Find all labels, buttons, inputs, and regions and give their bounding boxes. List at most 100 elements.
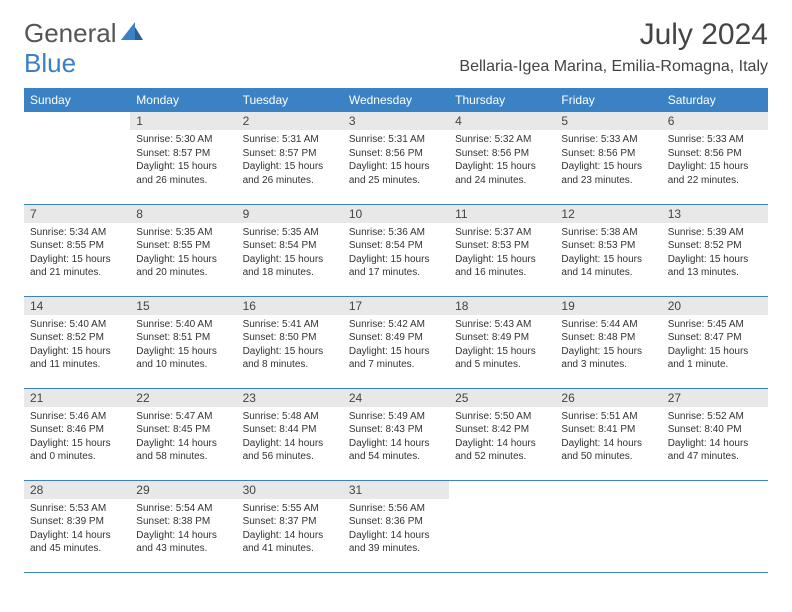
day-content: Sunrise: 5:35 AMSunset: 8:55 PMDaylight:… [130, 223, 236, 283]
sunset-text: Sunset: 8:37 PM [243, 515, 337, 529]
sunset-text: Sunset: 8:46 PM [30, 423, 124, 437]
day-number: 3 [343, 112, 449, 130]
calendar-day-cell: 14Sunrise: 5:40 AMSunset: 8:52 PMDayligh… [24, 296, 130, 388]
day-number: 26 [555, 389, 661, 407]
calendar-day-cell: 2Sunrise: 5:31 AMSunset: 8:57 PMDaylight… [237, 112, 343, 204]
day-number: 16 [237, 297, 343, 315]
day-of-week-header: Wednesday [343, 88, 449, 112]
sunrise-text: Sunrise: 5:33 AM [668, 133, 762, 147]
day-content: Sunrise: 5:38 AMSunset: 8:53 PMDaylight:… [555, 223, 661, 283]
daylight-text: Daylight: 14 hours and 52 minutes. [455, 437, 549, 464]
calendar-table: SundayMondayTuesdayWednesdayThursdayFrid… [24, 88, 768, 573]
sunrise-text: Sunrise: 5:40 AM [30, 318, 124, 332]
daylight-text: Daylight: 14 hours and 56 minutes. [243, 437, 337, 464]
daylight-text: Daylight: 15 hours and 20 minutes. [136, 253, 230, 280]
daylight-text: Daylight: 15 hours and 23 minutes. [561, 160, 655, 187]
day-number: 4 [449, 112, 555, 130]
calendar-day-cell: 23Sunrise: 5:48 AMSunset: 8:44 PMDayligh… [237, 388, 343, 480]
calendar-day-cell: 13Sunrise: 5:39 AMSunset: 8:52 PMDayligh… [662, 204, 768, 296]
calendar-day-cell: 21Sunrise: 5:46 AMSunset: 8:46 PMDayligh… [24, 388, 130, 480]
calendar-day-cell: 8Sunrise: 5:35 AMSunset: 8:55 PMDaylight… [130, 204, 236, 296]
daylight-text: Daylight: 14 hours and 47 minutes. [668, 437, 762, 464]
sunset-text: Sunset: 8:56 PM [668, 147, 762, 161]
day-of-week-header: Monday [130, 88, 236, 112]
sunrise-text: Sunrise: 5:40 AM [136, 318, 230, 332]
daylight-text: Daylight: 15 hours and 26 minutes. [136, 160, 230, 187]
calendar-day-cell [449, 480, 555, 572]
day-content: Sunrise: 5:55 AMSunset: 8:37 PMDaylight:… [237, 499, 343, 559]
day-number: 27 [662, 389, 768, 407]
calendar-day-cell: 9Sunrise: 5:35 AMSunset: 8:54 PMDaylight… [237, 204, 343, 296]
day-number: 18 [449, 297, 555, 315]
calendar-day-cell: 28Sunrise: 5:53 AMSunset: 8:39 PMDayligh… [24, 480, 130, 572]
daylight-text: Daylight: 14 hours and 39 minutes. [349, 529, 443, 556]
day-content: Sunrise: 5:31 AMSunset: 8:56 PMDaylight:… [343, 130, 449, 190]
day-number: 25 [449, 389, 555, 407]
sunrise-text: Sunrise: 5:44 AM [561, 318, 655, 332]
sunrise-text: Sunrise: 5:42 AM [349, 318, 443, 332]
calendar-week-row: 28Sunrise: 5:53 AMSunset: 8:39 PMDayligh… [24, 480, 768, 572]
day-content: Sunrise: 5:47 AMSunset: 8:45 PMDaylight:… [130, 407, 236, 467]
sunset-text: Sunset: 8:52 PM [30, 331, 124, 345]
sunset-text: Sunset: 8:56 PM [561, 147, 655, 161]
day-content: Sunrise: 5:49 AMSunset: 8:43 PMDaylight:… [343, 407, 449, 467]
day-number: 20 [662, 297, 768, 315]
daylight-text: Daylight: 14 hours and 58 minutes. [136, 437, 230, 464]
day-number: 15 [130, 297, 236, 315]
day-content: Sunrise: 5:33 AMSunset: 8:56 PMDaylight:… [662, 130, 768, 190]
location: Bellaria-Igea Marina, Emilia-Romagna, It… [459, 58, 768, 76]
sunrise-text: Sunrise: 5:47 AM [136, 410, 230, 424]
sunrise-text: Sunrise: 5:51 AM [561, 410, 655, 424]
daylight-text: Daylight: 14 hours and 45 minutes. [30, 529, 124, 556]
sunset-text: Sunset: 8:50 PM [243, 331, 337, 345]
daylight-text: Daylight: 15 hours and 3 minutes. [561, 345, 655, 372]
day-content: Sunrise: 5:32 AMSunset: 8:56 PMDaylight:… [449, 130, 555, 190]
day-content: Sunrise: 5:40 AMSunset: 8:52 PMDaylight:… [24, 315, 130, 375]
sunrise-text: Sunrise: 5:31 AM [243, 133, 337, 147]
sunset-text: Sunset: 8:48 PM [561, 331, 655, 345]
daylight-text: Daylight: 15 hours and 0 minutes. [30, 437, 124, 464]
sunrise-text: Sunrise: 5:33 AM [561, 133, 655, 147]
sunrise-text: Sunrise: 5:30 AM [136, 133, 230, 147]
day-of-week-header: Sunday [24, 88, 130, 112]
calendar-day-cell: 12Sunrise: 5:38 AMSunset: 8:53 PMDayligh… [555, 204, 661, 296]
sunset-text: Sunset: 8:40 PM [668, 423, 762, 437]
day-content: Sunrise: 5:35 AMSunset: 8:54 PMDaylight:… [237, 223, 343, 283]
day-content: Sunrise: 5:53 AMSunset: 8:39 PMDaylight:… [24, 499, 130, 559]
day-number: 24 [343, 389, 449, 407]
daylight-text: Daylight: 14 hours and 43 minutes. [136, 529, 230, 556]
sunset-text: Sunset: 8:57 PM [243, 147, 337, 161]
calendar-day-cell: 15Sunrise: 5:40 AMSunset: 8:51 PMDayligh… [130, 296, 236, 388]
daylight-text: Daylight: 15 hours and 10 minutes. [136, 345, 230, 372]
sunset-text: Sunset: 8:49 PM [455, 331, 549, 345]
sunrise-text: Sunrise: 5:56 AM [349, 502, 443, 516]
daylight-text: Daylight: 14 hours and 50 minutes. [561, 437, 655, 464]
sunset-text: Sunset: 8:47 PM [668, 331, 762, 345]
sunrise-text: Sunrise: 5:55 AM [243, 502, 337, 516]
sunset-text: Sunset: 8:43 PM [349, 423, 443, 437]
calendar-week-row: 21Sunrise: 5:46 AMSunset: 8:46 PMDayligh… [24, 388, 768, 480]
day-of-week-header: Thursday [449, 88, 555, 112]
sunset-text: Sunset: 8:42 PM [455, 423, 549, 437]
sunrise-text: Sunrise: 5:37 AM [455, 226, 549, 240]
day-number: 12 [555, 205, 661, 223]
day-number: 29 [130, 481, 236, 499]
daylight-text: Daylight: 15 hours and 5 minutes. [455, 345, 549, 372]
sunrise-text: Sunrise: 5:34 AM [30, 226, 124, 240]
calendar-day-cell: 19Sunrise: 5:44 AMSunset: 8:48 PMDayligh… [555, 296, 661, 388]
daylight-text: Daylight: 15 hours and 14 minutes. [561, 253, 655, 280]
calendar-week-row: 14Sunrise: 5:40 AMSunset: 8:52 PMDayligh… [24, 296, 768, 388]
sunset-text: Sunset: 8:36 PM [349, 515, 443, 529]
day-number: 21 [24, 389, 130, 407]
day-content: Sunrise: 5:34 AMSunset: 8:55 PMDaylight:… [24, 223, 130, 283]
day-content: Sunrise: 5:52 AMSunset: 8:40 PMDaylight:… [662, 407, 768, 467]
sunrise-text: Sunrise: 5:31 AM [349, 133, 443, 147]
day-number: 1 [130, 112, 236, 130]
day-content: Sunrise: 5:42 AMSunset: 8:49 PMDaylight:… [343, 315, 449, 375]
calendar-day-cell: 30Sunrise: 5:55 AMSunset: 8:37 PMDayligh… [237, 480, 343, 572]
sunrise-text: Sunrise: 5:35 AM [243, 226, 337, 240]
day-content: Sunrise: 5:50 AMSunset: 8:42 PMDaylight:… [449, 407, 555, 467]
sunrise-text: Sunrise: 5:36 AM [349, 226, 443, 240]
day-content: Sunrise: 5:30 AMSunset: 8:57 PMDaylight:… [130, 130, 236, 190]
day-number: 2 [237, 112, 343, 130]
